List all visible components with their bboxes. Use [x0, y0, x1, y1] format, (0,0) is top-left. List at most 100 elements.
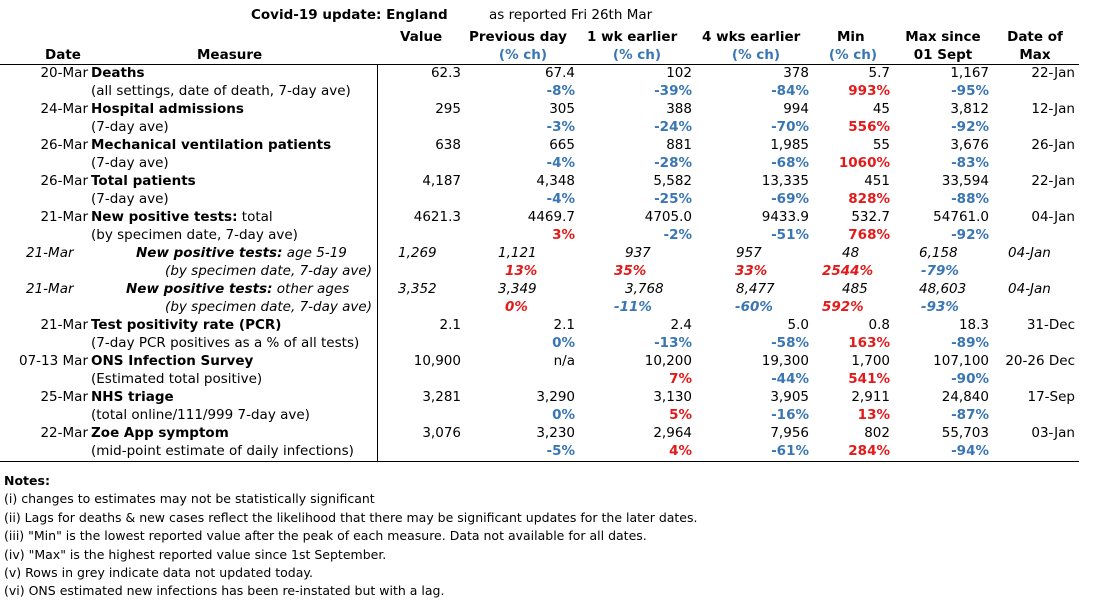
row-max-date: 20-26 Dec: [1005, 353, 1075, 369]
row-max-pct: -90%: [951, 371, 989, 387]
col-header-date-of-2: Max: [1019, 47, 1051, 63]
row-wk1: 10,200: [644, 353, 692, 369]
row-min: 451: [864, 173, 890, 189]
note-line: (v) Rows in grey indicate data not updat…: [4, 565, 313, 581]
row-max: 33,594: [941, 173, 989, 189]
row-measure-name: New positive tests:: [91, 209, 238, 225]
report-date: as reported Fri 26th Mar: [489, 7, 653, 23]
row-measure-name: Mechanical ventilation patients: [91, 137, 332, 153]
note-line: (iv) "Max" is the highest reported value…: [4, 546, 387, 562]
col-header-date-of-1: Date of: [1007, 29, 1063, 45]
col-header-value: Value: [400, 29, 443, 45]
row-wk1: 4705.0: [644, 209, 692, 225]
row-min-pct: 541%: [848, 371, 890, 387]
row-wk4-pct: -16%: [771, 407, 809, 423]
row-max-date: 04-Jan: [1031, 209, 1075, 225]
row-max-pct: -92%: [951, 227, 989, 243]
row-wk4-pct: -68%: [771, 155, 809, 171]
row-max: 107,100: [933, 353, 989, 369]
note-line: (iii) "Min" is the lowest reported value…: [4, 528, 647, 544]
row-measure-suffix: other ages: [272, 281, 350, 297]
row-subtitle: (7-day ave): [91, 119, 169, 135]
row-measure: New positive tests: age 5-19: [136, 244, 347, 262]
row-wk4-pct: -69%: [771, 191, 809, 207]
row-wk1-pct: -13%: [654, 335, 692, 351]
row-wk4: 9433.9: [761, 209, 809, 225]
row-min-pct: 768%: [848, 227, 890, 243]
row-value: 1,269: [398, 245, 437, 261]
row-value: 4,187: [422, 173, 461, 189]
row-min: 532.7: [851, 209, 890, 225]
row-max-pct: -92%: [951, 119, 989, 135]
row-subtitle: (Estimated total positive): [91, 371, 263, 387]
row-measure: Mechanical ventilation patients: [91, 136, 331, 154]
row-max-pct: -87%: [951, 407, 989, 423]
row-wk4-pct: -51%: [771, 227, 809, 243]
row-prev: 305: [549, 101, 575, 117]
row-prev: n/a: [553, 353, 575, 369]
col-header-wk4: 4 wks earlier: [702, 29, 801, 45]
row-wk1-pct: -25%: [654, 191, 692, 207]
row-min-pct: 2544%: [822, 263, 874, 279]
col-header-date: Date: [45, 47, 81, 63]
note-line: (i) changes to estimates may not be stat…: [4, 491, 375, 507]
row-min-pct: 284%: [848, 443, 890, 459]
row-max: 3,812: [950, 101, 989, 117]
col-header-max-1: Max since: [905, 29, 981, 45]
row-measure: Deaths: [91, 64, 145, 82]
row-min: 802: [864, 425, 890, 441]
row-max-pct: -89%: [951, 335, 989, 351]
row-max: 55,703: [941, 425, 989, 441]
row-wk4-pct: -58%: [771, 335, 809, 351]
row-max: 3,676: [950, 137, 989, 153]
row-wk1: 3,768: [625, 281, 664, 297]
row-min-pct: 993%: [848, 83, 890, 99]
row-date: 26-Mar: [40, 137, 88, 153]
row-min: 48: [842, 245, 860, 261]
table-bottom-border: [0, 461, 1079, 462]
row-date: 26-Mar: [40, 173, 88, 189]
row-min-pct: 163%: [848, 335, 890, 351]
row-wk1: 388: [666, 101, 692, 117]
row-wk4-pct: 33%: [735, 263, 768, 279]
row-prev: 1,121: [498, 245, 537, 261]
row-measure-name: ONS Infection Survey: [91, 353, 254, 369]
col-header-wk1-pct: (% ch): [612, 47, 662, 63]
row-prev-pct: -4%: [546, 155, 575, 171]
row-wk1: 2.4: [670, 317, 692, 333]
row-subtitle: (by specimen date, 7-day ave): [165, 299, 372, 315]
row-prev-pct: 0%: [552, 335, 575, 351]
row-prev-pct: 3%: [552, 227, 575, 243]
row-max-date: 03-Jan: [1031, 425, 1075, 441]
row-wk4: 1,985: [770, 137, 809, 153]
row-wk1-pct: -2%: [663, 227, 692, 243]
row-wk4: 8,477: [736, 281, 775, 297]
row-prev: 4,348: [536, 173, 575, 189]
row-date: 22-Mar: [40, 425, 88, 441]
row-wk1-pct: 7%: [669, 371, 692, 387]
row-wk1: 881: [666, 137, 692, 153]
row-wk1-pct: 35%: [614, 263, 647, 279]
row-value: 638: [435, 137, 461, 153]
row-date: 21-Mar: [40, 209, 88, 225]
row-measure-name: Test positivity rate (PCR): [91, 317, 282, 333]
notes-title: Notes:: [4, 473, 50, 488]
row-value: 3,352: [398, 281, 437, 297]
row-measure-name: Hospital admissions: [91, 101, 244, 117]
row-max-pct: -88%: [951, 191, 989, 207]
row-max: 24,840: [941, 389, 989, 405]
row-measure-name: Total patients: [91, 173, 196, 189]
row-min-pct: 828%: [848, 191, 890, 207]
row-max: 1,167: [950, 65, 989, 81]
row-subtitle: (7-day ave): [91, 155, 169, 171]
row-wk4: 378: [783, 65, 809, 81]
note-line: (vi) ONS estimated new infections has be…: [4, 583, 445, 599]
row-max-date: 22-Jan: [1031, 65, 1075, 81]
row-wk1: 2,964: [653, 425, 692, 441]
row-measure: NHS triage: [91, 388, 174, 406]
row-prev: 665: [549, 137, 575, 153]
row-min: 0.8: [868, 317, 890, 333]
row-date: 21-Mar: [40, 317, 88, 333]
row-wk4-pct: -44%: [771, 371, 809, 387]
row-subtitle: (by specimen date, 7-day ave): [165, 263, 372, 279]
